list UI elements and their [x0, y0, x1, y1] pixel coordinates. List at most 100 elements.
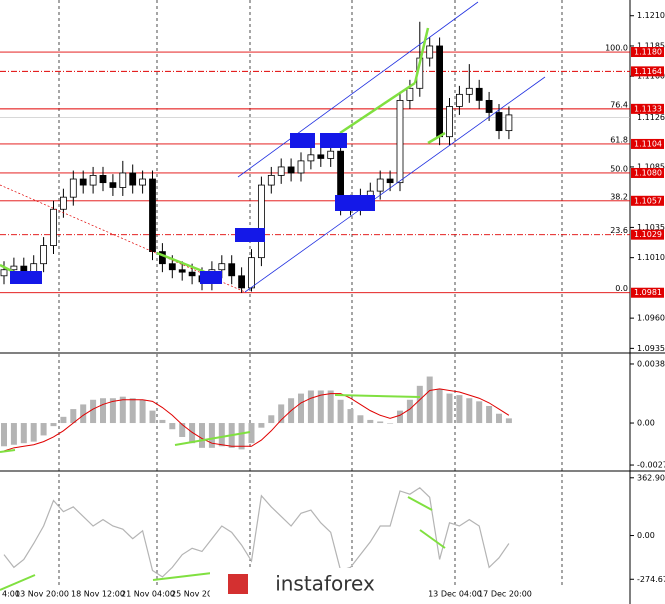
candle-body — [188, 271, 196, 277]
macd-bar — [90, 399, 97, 424]
macd-bar — [486, 405, 493, 424]
macd-bar — [278, 404, 285, 424]
macd-bar — [466, 398, 473, 424]
candle-body — [248, 257, 255, 289]
candle-body — [69, 178, 77, 198]
macd-bar — [20, 423, 27, 444]
macd-bar — [208, 423, 215, 448]
macd-bar — [70, 409, 77, 424]
watermark-text: instaforex — [275, 572, 375, 596]
candle-body — [287, 166, 295, 174]
candle-body — [267, 174, 275, 186]
macd-bar — [436, 388, 443, 424]
y-tick-label: -0.00271 — [637, 461, 665, 470]
candle-body — [406, 87, 414, 101]
vertical-grid — [58, 0, 563, 585]
macd-bar — [60, 416, 67, 424]
candle-body — [376, 178, 384, 192]
macd-bar — [397, 410, 403, 424]
candle-body — [119, 172, 127, 188]
level-label: 1.1164 — [634, 67, 662, 76]
level-tag — [631, 66, 664, 77]
x-tick-label: 21 Nov 04:00 — [121, 590, 175, 599]
macd-bar — [268, 415, 275, 424]
macd-bar — [169, 423, 176, 430]
macd-bar — [199, 423, 205, 448]
level-label: 1.0981 — [634, 288, 662, 297]
candle-body — [465, 87, 473, 95]
y-tick-label: 1.1035 — [637, 223, 665, 232]
macd-bar — [496, 413, 502, 424]
candle-body — [475, 87, 483, 101]
fib-label: 0.0 — [615, 284, 628, 293]
macd-bar — [406, 399, 413, 424]
candle-body — [455, 93, 463, 107]
macd-bar — [505, 418, 512, 424]
macd-bar — [347, 409, 354, 424]
candle-body — [139, 178, 147, 186]
candle-body — [30, 263, 38, 273]
fib-label: 100.0 — [605, 44, 628, 53]
fib-label: 23.6 — [610, 226, 628, 235]
candle-body — [297, 160, 305, 174]
y-tick-label: 1.1210 — [637, 11, 665, 20]
macd-bar — [298, 393, 304, 424]
macd-bar — [179, 423, 186, 437]
level-label: 1.1029 — [634, 230, 662, 239]
macd-bar — [446, 393, 453, 424]
candle-body — [218, 263, 226, 271]
macd-bar — [476, 401, 483, 424]
x-tick-label: 17 Dec 20:00 — [478, 590, 532, 599]
y-tick-label: 0.00381 — [637, 359, 665, 368]
macd-bar — [327, 390, 334, 424]
candle-body — [396, 99, 404, 184]
candle-body — [327, 150, 335, 159]
candle-body — [89, 174, 97, 186]
x-tick-label: 25 Nov 20:00 — [171, 590, 225, 599]
macd-bar — [139, 399, 146, 424]
candle-body — [446, 106, 453, 138]
macd-bar — [317, 390, 324, 424]
candle-body — [485, 99, 493, 113]
macd-bar — [189, 423, 196, 444]
y-tick-label: 362.9024 — [637, 473, 665, 482]
macd-bar — [426, 376, 433, 424]
level-label: 1.1180 — [634, 48, 662, 57]
candle-body — [149, 178, 156, 253]
macd-bar — [109, 398, 116, 424]
candle-body — [277, 166, 285, 176]
cci-line — [3, 487, 510, 578]
x-tick-label: 13 Dec 04:00 — [428, 590, 482, 599]
candle-body — [317, 154, 325, 159]
last-price-label: 1.1126 — [637, 113, 665, 122]
y-tick-label: 1.0935 — [637, 344, 665, 353]
macd-bar — [307, 390, 314, 424]
y-tick-label: 1.0960 — [637, 314, 665, 323]
y-tick-label: 1.1085 — [637, 162, 665, 171]
fib-label: 61.8 — [610, 135, 628, 144]
level-tag — [631, 138, 664, 149]
candle-body — [495, 112, 503, 132]
macd-bar — [456, 395, 463, 424]
level-label: 1.1133 — [634, 104, 662, 113]
candle-body — [178, 269, 186, 273]
candle-body — [129, 172, 137, 186]
macd-bar — [248, 423, 255, 444]
macd-bar — [129, 398, 136, 424]
y-tick-label: 0.00 — [637, 531, 655, 540]
candle-body — [505, 114, 513, 132]
macd-bar — [218, 423, 225, 447]
level-label: 1.1104 — [634, 139, 662, 148]
fib-label: 76.4 — [610, 100, 628, 109]
macd-bar — [238, 423, 245, 450]
macd-bar — [1, 423, 7, 447]
watermark: instaforex — [210, 568, 400, 604]
macd-bar — [357, 415, 364, 424]
macd-bar — [149, 410, 156, 424]
y-tick-label: 1.1010 — [637, 253, 665, 262]
candle-body — [307, 154, 315, 162]
candle-body — [168, 263, 176, 271]
level-tag — [631, 229, 664, 240]
macd-bar — [416, 385, 423, 424]
